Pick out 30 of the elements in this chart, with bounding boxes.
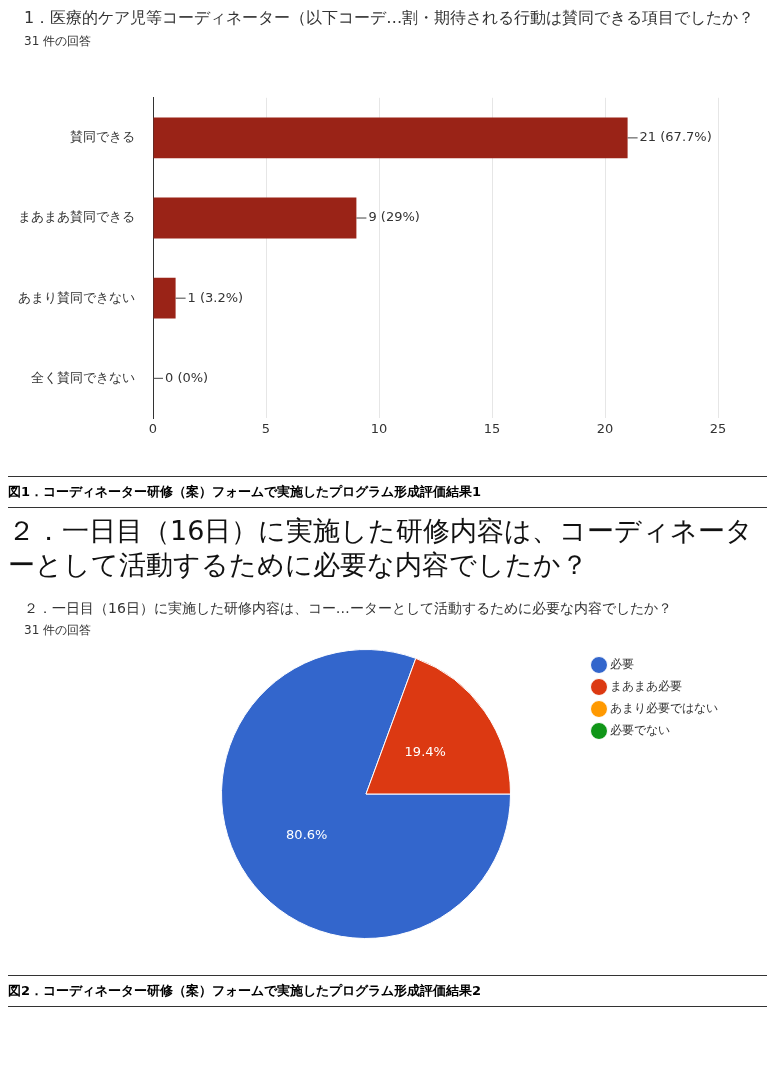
x-tick-label: 10	[370, 420, 388, 436]
data-label: 9 (29%)	[368, 209, 420, 225]
x-tick-label: 25	[709, 420, 727, 436]
data-label: 0 (0%)	[165, 369, 209, 385]
x-tick-label: 20	[596, 420, 614, 436]
x-tick-label: 0	[148, 420, 158, 436]
bar	[153, 197, 357, 239]
legend-label: まあまあ必要	[610, 679, 682, 694]
legend-label: 必要	[610, 657, 634, 672]
legend-label: あまり必要ではない	[610, 701, 718, 716]
bar	[153, 277, 176, 319]
y-tick-label: 賛同できる	[70, 129, 135, 145]
y-tick-label: 全く賛同できない	[31, 369, 135, 385]
data-label: 1 (3.2%)	[187, 289, 244, 305]
caption: 図1．コーディネーター研修（案）フォームで実施したプログラム形成評価結果1	[8, 476, 767, 508]
caption: 図2．コーディネーター研修（案）フォームで実施したプログラム形成評価結果2	[8, 975, 767, 1007]
x-tick-label: 15	[483, 420, 501, 436]
legend-label: 必要でない	[610, 723, 670, 738]
chart-subtitle: 31 件の回答	[24, 33, 93, 50]
y-tick-label: まあまあ賛同できる	[18, 209, 135, 225]
chart-title: 1．医療的ケア児等コーディネーター（以下コーデ…割・期待される行動は賛同できる項目でしたか？	[24, 8, 756, 29]
data-label: 21 (67.7%)	[639, 129, 712, 145]
y-tick-label: あまり賛同できない	[18, 289, 135, 305]
bar	[153, 117, 628, 159]
chart-title: ２．一日目（16日）に実施した研修内容は、コー…ーターとして活動するために必要な内容でしたか？	[24, 600, 673, 618]
text: 31 件の回答	[24, 622, 93, 639]
text: ２．一日目（16日）に実施した研修内容は、コーディネーターとして活動するために必要な内容でしたか？	[8, 514, 755, 582]
x-tick-label: 5	[261, 420, 271, 436]
data-label: 80.6%	[286, 826, 328, 842]
data-label: 19.4%	[404, 744, 446, 760]
